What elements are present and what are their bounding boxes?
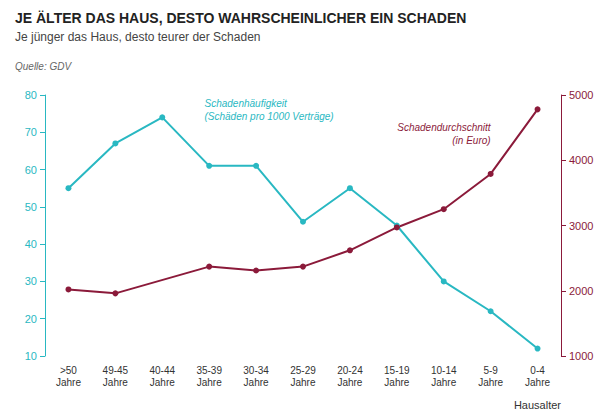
svg-text:60: 60 bbox=[25, 164, 37, 176]
svg-text:JE ÄLTER DAS HAUS, DESTO WAHRS: JE ÄLTER DAS HAUS, DESTO WAHRSCHEINLICHE… bbox=[15, 10, 466, 26]
svg-text:49-45: 49-45 bbox=[103, 365, 129, 376]
svg-text:Jahre: Jahre bbox=[197, 377, 222, 388]
svg-text:25-29: 25-29 bbox=[290, 365, 316, 376]
svg-text:3000: 3000 bbox=[569, 220, 593, 232]
svg-text:10: 10 bbox=[25, 350, 37, 362]
svg-text:40-44: 40-44 bbox=[149, 365, 175, 376]
svg-text:>50: >50 bbox=[60, 365, 77, 376]
svg-text:Jahre: Jahre bbox=[56, 377, 81, 388]
svg-text:Jahre: Jahre bbox=[478, 377, 503, 388]
svg-text:30-34: 30-34 bbox=[243, 365, 269, 376]
svg-text:5000: 5000 bbox=[569, 89, 593, 101]
svg-text:50: 50 bbox=[25, 201, 37, 213]
svg-text:30: 30 bbox=[25, 275, 37, 287]
svg-text:Jahre: Jahre bbox=[150, 377, 175, 388]
svg-text:Schadendurchschnitt: Schadendurchschnitt bbox=[397, 122, 492, 133]
svg-text:Jahre: Jahre bbox=[103, 377, 128, 388]
svg-text:2000: 2000 bbox=[569, 285, 593, 297]
svg-text:80: 80 bbox=[25, 89, 37, 101]
svg-text:0-4: 0-4 bbox=[530, 365, 545, 376]
svg-text:20: 20 bbox=[25, 313, 37, 325]
svg-text:Je jünger das Haus, desto teur: Je jünger das Haus, desto teurer der Sch… bbox=[15, 30, 260, 44]
svg-text:Jahre: Jahre bbox=[290, 377, 315, 388]
svg-text:15-19: 15-19 bbox=[384, 365, 410, 376]
svg-text:Jahre: Jahre bbox=[525, 377, 550, 388]
svg-text:1000: 1000 bbox=[569, 350, 593, 362]
svg-text:(Schäden pro 1000 Verträge): (Schäden pro 1000 Verträge) bbox=[204, 111, 333, 122]
svg-text:20-24: 20-24 bbox=[337, 365, 363, 376]
svg-text:Jahre: Jahre bbox=[384, 377, 409, 388]
svg-text:(in Euro): (in Euro) bbox=[452, 135, 490, 146]
svg-text:10-14: 10-14 bbox=[431, 365, 457, 376]
svg-text:35-39: 35-39 bbox=[196, 365, 222, 376]
svg-text:Jahre: Jahre bbox=[431, 377, 456, 388]
svg-text:Hausalter: Hausalter bbox=[514, 399, 561, 411]
svg-text:Schadenhäufigkeit: Schadenhäufigkeit bbox=[204, 98, 288, 109]
svg-text:Jahre: Jahre bbox=[337, 377, 362, 388]
svg-text:5-9: 5-9 bbox=[483, 365, 498, 376]
svg-text:Jahre: Jahre bbox=[244, 377, 269, 388]
svg-text:4000: 4000 bbox=[569, 154, 593, 166]
svg-text:40: 40 bbox=[25, 238, 37, 250]
svg-text:70: 70 bbox=[25, 126, 37, 138]
svg-text:Quelle: GDV: Quelle: GDV bbox=[15, 61, 72, 72]
